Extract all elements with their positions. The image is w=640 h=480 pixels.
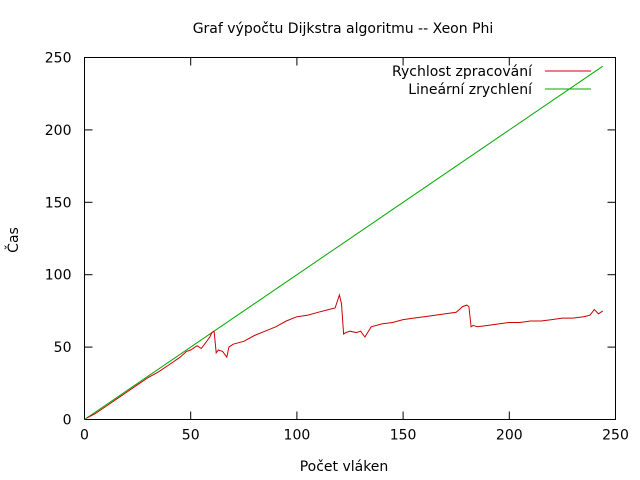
y-tick-label: 250 [45, 51, 72, 67]
x-tick-label: 50 [182, 428, 200, 444]
x-axis: 0 50 100 150 200 250 [80, 57, 629, 444]
legend-label-linear: Lineární zrychlení [408, 82, 533, 98]
y-tick-label: 0 [63, 413, 72, 429]
x-tick-label: 100 [284, 428, 311, 444]
y-tick-label: 100 [45, 268, 72, 284]
x-tick-label: 150 [390, 428, 417, 444]
y-tick-label: 200 [45, 123, 72, 139]
y-axis: 0 50 100 150 200 250 [45, 51, 616, 429]
x-axis-label: Počet vláken [300, 459, 389, 475]
x-tick-label: 250 [602, 428, 629, 444]
series-layer [84, 65, 604, 420]
series-line-speed [86, 293, 604, 419]
y-tick-label: 150 [45, 195, 72, 211]
chart-title: Graf výpočtu Dijkstra algoritmu -- Xeon … [193, 21, 494, 37]
y-tick-label: 50 [54, 340, 72, 356]
legend-label-speed: Rychlost zpracování [392, 64, 533, 80]
x-tick-label: 0 [80, 428, 89, 444]
series-line-linear [84, 65, 604, 420]
plot-frame [84, 57, 616, 420]
legend: Rychlost zpracování Lineární zrychlení [392, 64, 591, 98]
x-tick-label: 200 [496, 428, 523, 444]
y-axis-label: Čas [4, 227, 22, 253]
